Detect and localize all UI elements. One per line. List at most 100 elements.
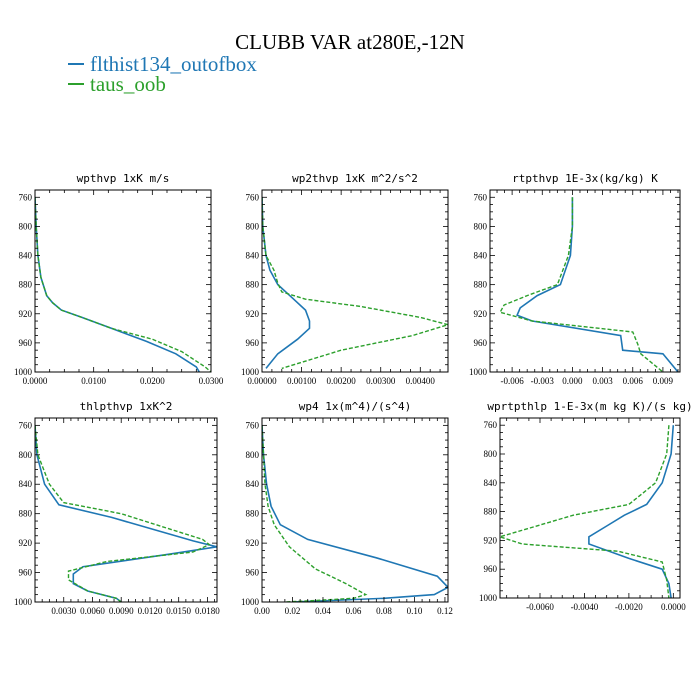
plot-frame [34,189,212,373]
y-tick-label: 800 [19,221,33,231]
x-tick-label: 0.0180 [195,606,220,616]
x-tick-label: 0.00300 [366,376,396,386]
subplot-5: wp4 1x(m^4)/(s^4)76080084088092096010000… [241,400,453,616]
plot-frame [489,189,681,373]
subplot-6: wprtpthlp 1-E-3x(m kg K)/(s kg) 760 800 840… [479,400,693,612]
x-tick-label: 0.08 [376,606,392,616]
series-line-taus-oob [262,197,448,370]
legend-entry-taus-oob: taus_oob [68,72,166,97]
subplot-title: wprtpthlp 1-E-3x(m kg K)/(s kg) [487,400,692,413]
x-tick-label: 0.006 [623,376,644,386]
y-tick-label: 880 [19,509,33,519]
y-tick-label: 960 [484,564,498,574]
y-tick-label: 800 [246,221,260,231]
subplot-title: wp2thvp 1xK m^2/s^2 [292,172,418,185]
y-tick-label: 840 [246,251,260,261]
y-tick-label: 920 [484,535,498,545]
x-tick-label: 0.04 [315,606,331,616]
x-tick-label: 0.0060 [80,606,105,616]
x-tick-label: 0.10 [407,606,423,616]
y-tick-label: 840 [246,479,260,489]
x-tick-label: 0.0120 [138,606,163,616]
legend-swatch-dashed [68,83,84,86]
y-tick-label: 920 [19,538,33,548]
series-line-taus-oob [500,425,670,598]
x-tick-label: 0.12 [437,606,453,616]
x-tick-label: -0.0060 [526,602,554,612]
y-tick-label: 840 [484,478,498,488]
y-tick-label: 880 [474,280,488,290]
subplot-title: thlpthvp 1xK^2 [80,400,173,413]
x-tick-label: -0.0040 [571,602,599,612]
x-tick-label: 0.0000 [23,376,48,386]
y-tick-label: 880 [246,280,260,290]
y-tick-label: 1000 [241,597,260,607]
x-tick-label: 0.0000 [661,602,686,612]
subplot-3: rtpthvp 1E-3x(kg/kg) K 760 800 840 880 920 960… [469,172,681,386]
x-tick-label: 0.06 [346,606,362,616]
series-line-flthist134 [35,425,217,602]
y-tick-label: 960 [246,568,260,578]
y-tick-label: 1000 [469,367,488,377]
y-tick-label: 880 [246,509,260,519]
y-tick-label: 920 [19,309,33,319]
y-tick-label: 960 [19,338,33,348]
plot-frame [261,417,449,603]
y-tick-label: 880 [19,280,33,290]
subplot-4: thlpthvp 1xK^2 760 800 840 880 920 960 1000 0.00… [14,400,220,616]
subplot-1: wpthvp 1xK m/s 760 800 840 880 920 960 10000.00… [14,172,224,386]
x-tick-label: 0.00400 [406,376,436,386]
series-line-flthist134 [516,197,679,372]
y-tick-label: 800 [474,221,488,231]
y-tick-label: 800 [484,449,498,459]
y-tick-label: 920 [246,538,260,548]
series-line-taus-oob [35,425,211,602]
y-tick-label: 800 [19,450,33,460]
x-tick-label: 0.0090 [109,606,134,616]
y-tick-label: 960 [246,338,260,348]
y-tick-label: 760 [474,192,488,202]
y-tick-label: 880 [484,507,498,517]
x-tick-label: -0.0020 [615,602,643,612]
y-tick-label: 760 [246,192,260,202]
x-tick-label: -0.003 [531,376,555,386]
x-tick-label: 0.00200 [327,376,357,386]
x-tick-label: 0.0150 [166,606,191,616]
x-tick-label: 0.0100 [81,376,106,386]
y-tick-label: 1000 [241,367,260,377]
series-line-flthist134 [262,425,448,602]
y-tick-label: 760 [19,420,33,430]
legend-swatch-solid [68,63,84,66]
series-line-taus-oob [35,197,211,372]
series-line-taus-oob [262,425,368,602]
y-tick-label: 960 [19,568,33,578]
x-tick-label: 0.0300 [199,376,224,386]
y-tick-label: 960 [474,338,488,348]
y-tick-label: 840 [19,479,33,489]
subplot-2: wp2thvp 1xK m^2/s^2 760 800 840 880 920 960 100… [241,172,449,386]
y-tick-label: 1000 [14,367,33,377]
x-tick-label: -0.006 [500,376,524,386]
x-tick-label: 0.0030 [51,606,76,616]
legend-entry-flthist134: flthist134_outofbox [68,52,257,77]
subplot-title: wp4 1x(m^4)/(s^4) [299,400,412,413]
plot-frame [34,417,218,603]
plot-frame [261,189,449,373]
y-tick-label: 840 [19,251,33,261]
figure-title: CLUBB VAR at280E,-12N [235,30,465,54]
y-tick-label: 760 [484,420,498,430]
x-tick-label: 0.00 [254,606,270,616]
series-line-flthist134 [588,425,675,598]
y-tick-label: 840 [474,251,488,261]
x-tick-label: 0.000 [562,376,583,386]
x-tick-label: 0.02 [285,606,301,616]
y-tick-label: 1000 [479,593,498,603]
subplot-title: rtpthvp 1E-3x(kg/kg) K [512,172,658,185]
y-tick-label: 760 [246,420,260,430]
plot-frame [499,417,681,599]
y-tick-label: 920 [246,309,260,319]
series-line-flthist134 [262,197,311,369]
legend-label: taus_oob [90,72,166,96]
series-line-flthist134 [35,197,200,372]
